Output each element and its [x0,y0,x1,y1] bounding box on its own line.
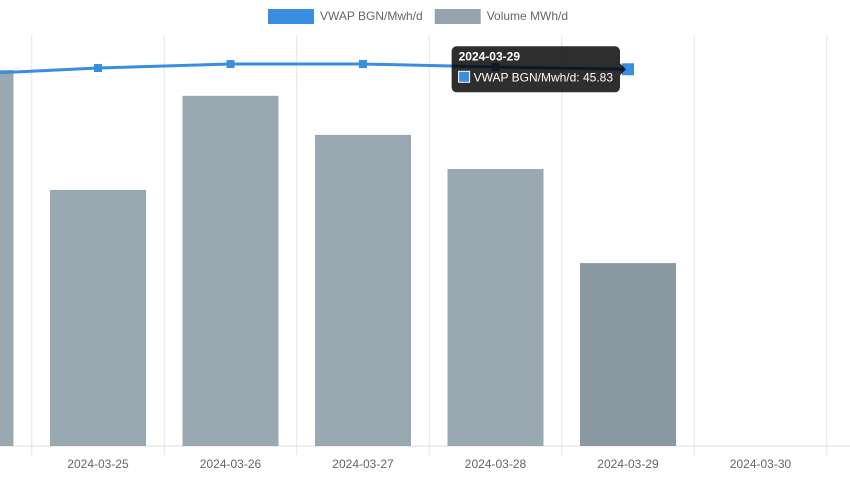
tooltip-title: 2024-03-29 [459,49,521,63]
tooltip-box [451,46,620,93]
x-tick-label: 2024-03-30 [730,457,792,471]
legend-label: VWAP BGN/Mwh/d [320,9,423,23]
legend-label: Volume MWh/d [487,9,568,23]
point [359,60,367,69]
bar [0,69,14,446]
bar [315,134,411,447]
bar [182,95,279,446]
point [94,64,102,73]
tooltip-caret [620,63,626,76]
legend-swatch [434,9,481,24]
legend-swatch [268,9,314,24]
bar [447,168,544,446]
tooltip-swatch [458,70,471,83]
tooltip-text: VWAP BGN/Mwh/d: 45.83 [474,70,614,84]
point [622,63,634,76]
x-tick-label: 2024-03-26 [200,457,262,471]
x-tick-label: 2024-03-27 [332,457,394,471]
bar [580,263,676,446]
x-tick-label: 2024-03-25 [67,457,129,471]
point [226,60,235,69]
bar [50,189,146,446]
tooltip: 2024-03-29 VWAP BGN/Mwh/d: 45.83 [451,46,626,93]
x-tick-label: 2024-03-29 [597,457,659,471]
x-tick-label: 2024-03-28 [465,457,527,471]
